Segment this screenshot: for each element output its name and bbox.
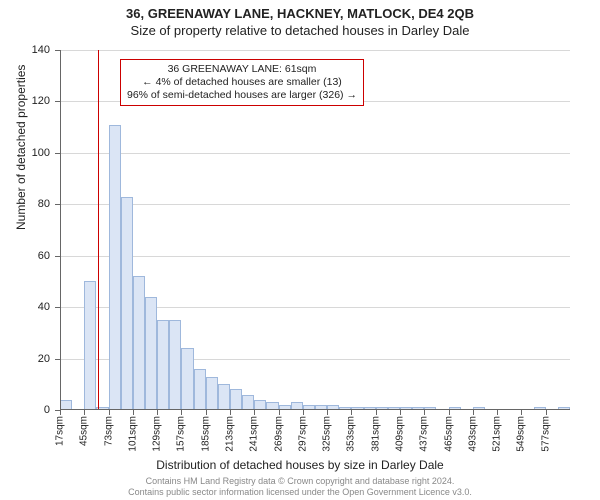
ytick-label: 0 [44, 404, 50, 416]
histogram-bar [145, 297, 157, 410]
xtick-label: 465sqm [443, 416, 454, 452]
xtick-mark [303, 410, 304, 415]
xtick-mark [157, 410, 158, 415]
marker-line [98, 50, 99, 410]
xtick-mark [449, 410, 450, 415]
xtick-label: 269sqm [273, 416, 284, 452]
xtick-label: 185sqm [200, 416, 211, 452]
xtick-label: 45sqm [79, 416, 90, 446]
xtick-label: 297sqm [297, 416, 308, 452]
histogram-bar [230, 389, 242, 410]
xtick-label: 157sqm [176, 416, 187, 452]
histogram-bar [206, 377, 218, 410]
xtick-label: 409sqm [395, 416, 406, 452]
histogram-bar [157, 320, 169, 410]
xtick-label: 325sqm [322, 416, 333, 452]
histogram-bar [242, 395, 254, 410]
y-axis-label: Number of detached properties [14, 65, 28, 230]
xtick-label: 577sqm [540, 416, 551, 452]
xtick-mark [424, 410, 425, 415]
xtick-label: 241sqm [249, 416, 260, 452]
gridline [60, 204, 570, 205]
gridline [60, 50, 570, 51]
page-title-address: 36, GREENAWAY LANE, HACKNEY, MATLOCK, DE… [0, 0, 600, 21]
xtick-mark [546, 410, 547, 415]
xtick-mark [60, 410, 61, 415]
gridline [60, 153, 570, 154]
xtick-mark [109, 410, 110, 415]
gridline [60, 256, 570, 257]
xtick-mark [84, 410, 85, 415]
histogram-bar [181, 348, 193, 410]
y-axis-line [60, 50, 61, 410]
x-axis-label: Distribution of detached houses by size … [0, 458, 600, 472]
xtick-mark [230, 410, 231, 415]
xtick-label: 17sqm [55, 416, 66, 446]
xtick-mark [376, 410, 377, 415]
xtick-label: 73sqm [103, 416, 114, 446]
xtick-label: 549sqm [516, 416, 527, 452]
ytick-label: 40 [38, 301, 50, 313]
histogram-bar [218, 384, 230, 410]
xtick-mark [181, 410, 182, 415]
chart-container: 36, GREENAWAY LANE, HACKNEY, MATLOCK, DE… [0, 0, 600, 500]
plot-area: 02040608010012014017sqm45sqm73sqm101sqm1… [60, 50, 570, 410]
histogram-bar [84, 281, 96, 410]
xtick-label: 213sqm [225, 416, 236, 452]
annotation-line: 36 GREENAWAY LANE: 61sqm [127, 63, 357, 76]
footer-line2: Contains public sector information licen… [0, 487, 600, 498]
page-subtitle: Size of property relative to detached ho… [0, 21, 600, 38]
ytick-label: 140 [32, 44, 50, 56]
xtick-mark [521, 410, 522, 415]
histogram-bar [194, 369, 206, 410]
xtick-label: 129sqm [152, 416, 163, 452]
ytick-label: 60 [38, 250, 50, 262]
footer-attribution: Contains HM Land Registry data © Crown c… [0, 476, 600, 498]
xtick-label: 521sqm [492, 416, 503, 452]
ytick-label: 100 [32, 147, 50, 159]
histogram-bar [169, 320, 181, 410]
xtick-label: 353sqm [346, 416, 357, 452]
xtick-mark [254, 410, 255, 415]
xtick-mark [279, 410, 280, 415]
ytick-label: 120 [32, 95, 50, 107]
histogram-bar [121, 197, 133, 410]
xtick-label: 101sqm [127, 416, 138, 452]
annotation-line: ← 4% of detached houses are smaller (13) [127, 76, 357, 89]
xtick-mark [351, 410, 352, 415]
ytick-label: 20 [38, 353, 50, 365]
histogram-bar [109, 125, 121, 410]
histogram-bar [133, 276, 145, 410]
xtick-mark [400, 410, 401, 415]
ytick-label: 80 [38, 198, 50, 210]
xtick-mark [473, 410, 474, 415]
xtick-mark [133, 410, 134, 415]
x-axis-line [60, 409, 570, 410]
annotation-line: 96% of semi-detached houses are larger (… [127, 89, 357, 102]
annotation-box: 36 GREENAWAY LANE: 61sqm← 4% of detached… [120, 59, 364, 106]
xtick-mark [327, 410, 328, 415]
xtick-mark [206, 410, 207, 415]
xtick-label: 437sqm [419, 416, 430, 452]
xtick-mark [497, 410, 498, 415]
footer-line1: Contains HM Land Registry data © Crown c… [0, 476, 600, 487]
xtick-label: 381sqm [370, 416, 381, 452]
xtick-label: 493sqm [467, 416, 478, 452]
